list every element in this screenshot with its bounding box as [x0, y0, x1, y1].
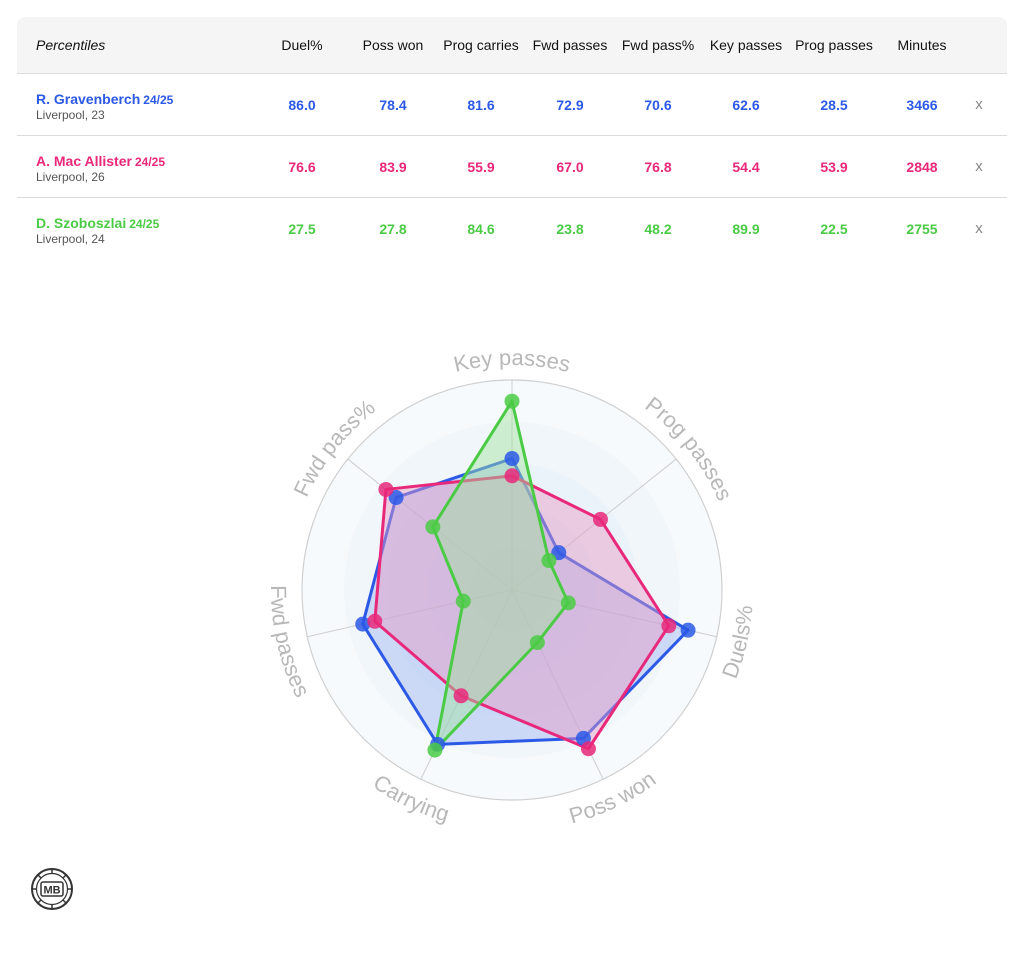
column-header[interactable]: Fwd passes	[532, 36, 608, 53]
column-header[interactable]: Poss won	[362, 36, 424, 53]
table-cell: 86.0	[288, 96, 316, 113]
radar-series-area	[361, 457, 690, 746]
axis-label-text: Key passes	[451, 345, 573, 377]
player-club-age: Liverpool, 24	[36, 232, 105, 246]
radar-data-point[interactable]	[425, 519, 441, 535]
percentiles-table: Percentiles Duel% Poss won Prog carries Fwd…	[17, 17, 1007, 259]
axis-label: Key passes	[451, 345, 573, 377]
remove-player-button[interactable]: x	[975, 158, 983, 175]
radar-data-point[interactable]	[504, 468, 520, 484]
player-name[interactable]: D. Szoboszlai 24/25	[36, 215, 159, 231]
player-club-age: Liverpool, 26	[36, 170, 105, 184]
column-header[interactable]: Prog passes	[795, 36, 873, 53]
player-name-text: R. Gravenberch	[36, 91, 141, 107]
table-body: R. Gravenberch 24/25 Liverpool, 23 86.0 78.4…	[17, 74, 1007, 259]
radar-data-point[interactable]	[541, 553, 557, 569]
player-name-text: A. Mac Allister	[36, 153, 132, 169]
table-cell: 70.6	[644, 96, 672, 113]
player-name-text: D. Szoboszlai	[36, 215, 127, 231]
table-cell: 53.9	[820, 158, 848, 175]
table-cell: 89.9	[732, 220, 760, 237]
table-header: Percentiles Duel% Poss won Prog carries Fwd…	[17, 17, 1007, 74]
radar-data-point[interactable]	[580, 741, 596, 757]
remove-player-button[interactable]: x	[975, 96, 983, 113]
header-percentiles: Percentiles	[36, 36, 106, 53]
table-cell: 76.8	[644, 158, 672, 175]
radar-data-point[interactable]	[504, 393, 520, 409]
radar-data-point[interactable]	[367, 613, 383, 629]
table-row: R. Gravenberch 24/25 Liverpool, 23 86.0 78.4…	[17, 74, 1007, 136]
radar-data-point[interactable]	[427, 742, 443, 758]
player-season: 24/25	[134, 155, 165, 169]
table-cell: 76.6	[288, 158, 316, 175]
axis-label: Duels%	[717, 604, 758, 682]
table-cell: 3466	[906, 96, 938, 113]
player-season: 24/25	[143, 93, 174, 107]
radar-series-area	[431, 399, 570, 752]
mb-logo: MB	[31, 868, 73, 910]
player-season: 24/25	[129, 217, 160, 231]
player-club-age: Liverpool, 23	[36, 108, 105, 122]
table-cell: 84.6	[467, 220, 495, 237]
radar-data-point[interactable]	[560, 595, 576, 611]
radar-data-point[interactable]	[592, 511, 608, 527]
column-header[interactable]: Minutes	[897, 36, 947, 53]
column-header[interactable]: Duel%	[281, 36, 323, 53]
table-cell: 27.5	[288, 220, 316, 237]
column-header[interactable]: Key passes	[709, 36, 783, 53]
table-cell: 81.6	[467, 96, 495, 113]
radar-data-point[interactable]	[504, 451, 520, 467]
table-cell: 83.9	[379, 158, 407, 175]
radar-spoke	[307, 589, 513, 638]
svg-text:MB: MB	[43, 885, 60, 897]
player-name[interactable]: R. Gravenberch 24/25	[36, 91, 173, 107]
player-name[interactable]: A. Mac Allister 24/25	[36, 153, 165, 169]
axis-label-text: Duels%	[717, 604, 758, 682]
remove-player-button[interactable]: x	[975, 220, 983, 237]
table-cell: 2848	[906, 158, 938, 175]
radar-data-point[interactable]	[455, 593, 471, 609]
radar-data-point[interactable]	[680, 622, 696, 638]
table-cell: 28.5	[820, 96, 848, 113]
table-cell: 27.8	[379, 220, 407, 237]
table-cell: 55.9	[467, 158, 495, 175]
table-cell: 62.6	[732, 96, 760, 113]
radar-data-point[interactable]	[378, 481, 394, 497]
radar-data-point[interactable]	[529, 635, 545, 651]
column-header[interactable]: Prog carries	[443, 36, 519, 53]
radar-data-point[interactable]	[388, 490, 404, 506]
table-cell: 78.4	[379, 96, 407, 113]
radar-data-point[interactable]	[355, 616, 371, 632]
column-header[interactable]: Fwd pass%	[621, 36, 695, 53]
table-cell: 22.5	[820, 220, 848, 237]
table-cell: 23.8	[556, 220, 584, 237]
table-row: A. Mac Allister 24/25 Liverpool, 26 76.6 83.…	[17, 136, 1007, 198]
table-row: D. Szoboszlai 24/25 Liverpool, 24 27.5 27.8 8…	[17, 198, 1007, 259]
table-cell: 54.4	[732, 158, 760, 175]
table-cell: 2755	[906, 220, 938, 237]
radar-data-point[interactable]	[661, 618, 677, 634]
table-cell: 72.9	[556, 96, 584, 113]
table-cell: 48.2	[644, 220, 672, 237]
table-cell: 67.0	[556, 158, 584, 175]
radar-data-point[interactable]	[453, 688, 469, 704]
radar-spoke	[511, 458, 677, 591]
